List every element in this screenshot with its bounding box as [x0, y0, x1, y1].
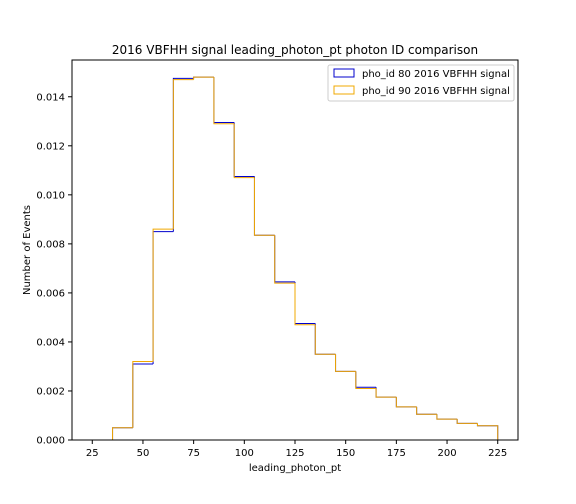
x-tick-label: 100 — [235, 448, 254, 459]
y-tick-label: 0.014 — [36, 92, 65, 103]
histogram-bin — [456, 419, 478, 424]
histogram-bin — [375, 388, 397, 398]
y-tick-label: 0.006 — [36, 288, 65, 299]
y-tick-label: 0.010 — [36, 190, 65, 201]
histogram-bin — [253, 177, 275, 236]
histogram-bin — [152, 228, 174, 362]
series-1 — [112, 76, 499, 440]
y-tick-label: 0.012 — [36, 141, 65, 152]
x-tick-label: 200 — [437, 448, 456, 459]
x-tick-label: 25 — [86, 448, 99, 459]
legend: pho_id 80 2016 VBFHH signal pho_id 90 20… — [327, 64, 515, 102]
histogram-bin — [476, 423, 499, 440]
y-axis-label: Number of Events — [22, 205, 33, 295]
legend-swatch — [333, 68, 355, 78]
legend-label: pho_id 80 2016 VBFHH signal — [362, 69, 510, 80]
x-tick-label: 175 — [387, 448, 406, 459]
histogram-bin — [416, 406, 437, 415]
x-tick-label: 125 — [285, 448, 304, 459]
histogram-bin — [213, 77, 235, 125]
histogram-bin — [395, 397, 417, 408]
x-axis: 25 50 75 100 125 150 175 200 225 — [86, 440, 507, 459]
histogram-bin — [314, 324, 336, 355]
histogram-bin — [274, 235, 295, 284]
x-tick-label: 75 — [187, 448, 200, 459]
histogram-bin — [172, 79, 194, 230]
chart-title: 2016 VBFHH signal leading_photon_pt phot… — [112, 43, 478, 57]
x-tick-label: 50 — [137, 448, 150, 459]
y-tick-label: 0.008 — [36, 239, 65, 250]
histogram-bin — [132, 361, 154, 428]
legend-box — [327, 64, 515, 102]
y-tick-label: 0.004 — [36, 337, 65, 348]
x-tick-label: 225 — [488, 448, 507, 459]
plot-area: 25 50 75 100 125 150 175 200 225 0.000 0.002 0.004… — [36, 59, 519, 459]
histogram-bin — [193, 76, 214, 80]
y-tick-label: 0.002 — [36, 386, 65, 397]
x-axis-label: leading_photon_pt — [249, 463, 341, 474]
histogram-bin — [112, 427, 133, 440]
x-tick-label: 150 — [336, 448, 355, 459]
histogram-bin — [294, 283, 316, 326]
histogram-bin — [233, 123, 255, 179]
y-tick-label: 0.000 — [36, 436, 65, 447]
histogram-bin — [355, 371, 377, 390]
histogram-bin — [436, 414, 458, 420]
y-axis: 0.000 0.002 0.004 0.006 0.008 0.010 0.012 0.014 — [36, 92, 72, 447]
legend-swatch — [333, 85, 355, 95]
legend-label: pho_id 90 2016 VBFHH signal — [362, 86, 510, 97]
series-layer — [112, 76, 499, 440]
histogram-bin — [335, 354, 356, 372]
